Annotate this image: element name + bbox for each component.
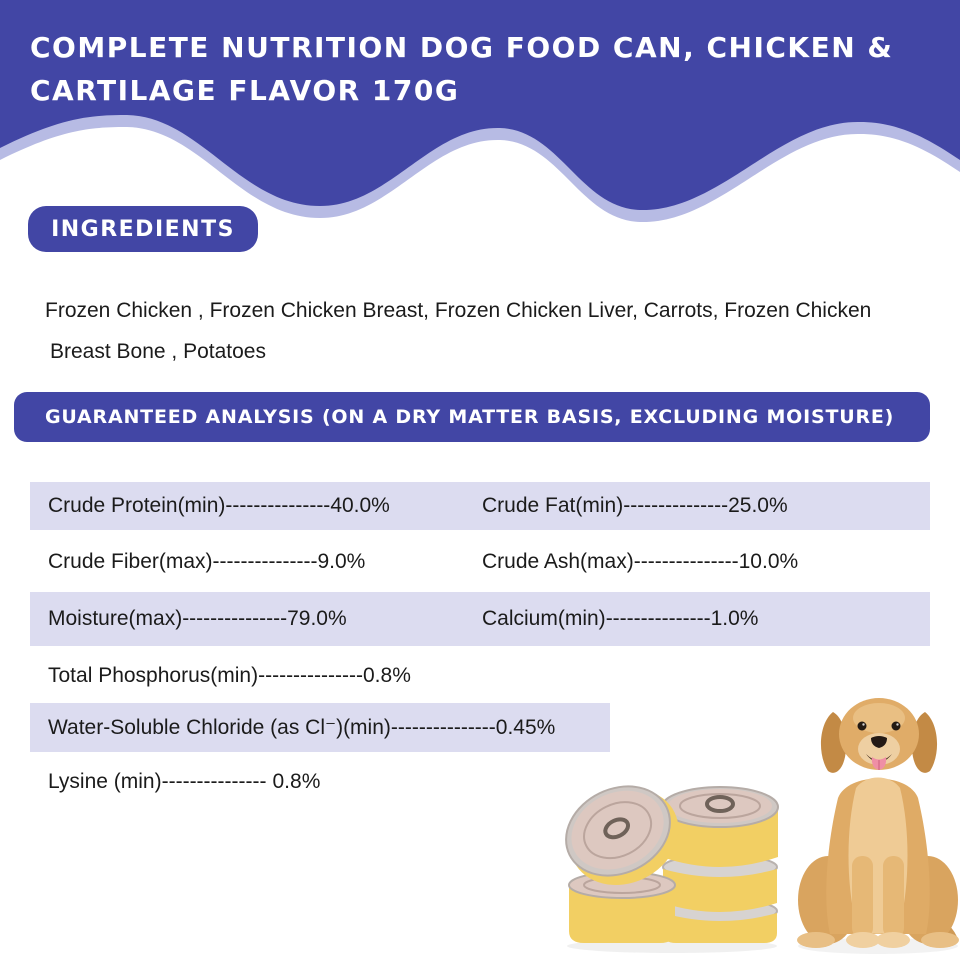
analysis-row: Lysine (min)--------------- 0.8% — [30, 758, 610, 806]
analysis-cell: Water-Soluble Chloride (as Cl⁻)(min)----… — [48, 715, 555, 740]
nutrient-value: 10.0% — [738, 550, 799, 573]
analysis-cell: Crude Fat(min)---------------25.0% — [482, 494, 930, 518]
analysis-row: Moisture(max)---------------79.0% Calciu… — [30, 592, 930, 646]
nutrient-value: 79.0% — [287, 607, 347, 630]
analysis-row: Crude Protein(min)---------------40.0% C… — [30, 482, 930, 530]
nutrient-value: 0.8% — [272, 770, 321, 793]
nutrient-value: 25.0% — [728, 494, 788, 517]
analysis-cell: Crude Protein(min)---------------40.0% — [48, 494, 482, 518]
nutrient-label: Crude Fiber(max) — [48, 550, 213, 573]
ingredients-heading-badge: INGREDIENTS — [28, 206, 258, 252]
ingredients-list: Frozen Chicken , Frozen Chicken Breast, … — [45, 290, 945, 372]
analysis-cell: Moisture(max)---------------79.0% — [48, 607, 482, 631]
dog-food-cans-image — [565, 785, 779, 953]
dash-separator: --------------- — [258, 664, 363, 687]
nutrient-value: 0.45% — [495, 716, 556, 739]
nutrient-label: Lysine (min) — [48, 770, 162, 793]
nutrient-label: Crude Protein(min) — [48, 494, 226, 517]
nutrient-label: Calcium(min) — [482, 607, 606, 630]
analysis-cell: Total Phosphorus(min)---------------0.8% — [48, 664, 482, 688]
guaranteed-analysis-heading-label: GUARANTEED ANALYSIS (ON A DRY MATTER BAS… — [45, 406, 895, 428]
analysis-cell: Calcium(min)---------------1.0% — [482, 607, 930, 631]
ingredients-line-1: Frozen Chicken , Frozen Chicken Breast, … — [45, 299, 872, 322]
dash-separator: --------------- — [623, 494, 729, 517]
page-title-line-2: CARTILAGE FLAVOR 170G — [30, 74, 460, 107]
ingredients-line-2: Breast Bone , Potatoes — [50, 340, 266, 363]
nutrient-label: Moisture(max) — [48, 607, 183, 630]
nutrient-value: 40.0% — [330, 494, 390, 517]
ingredients-heading-label: INGREDIENTS — [51, 216, 235, 242]
dash-separator: --------------- — [182, 607, 288, 630]
nutrient-label: Total Phosphorus(min) — [48, 664, 259, 687]
header-wave-banner — [0, 0, 960, 223]
analysis-row: Water-Soluble Chloride (as Cl⁻)(min)----… — [30, 703, 610, 752]
analysis-cell: Crude Ash(max)---------------10.0% — [482, 550, 930, 574]
analysis-cell: Lysine (min)--------------- 0.8% — [48, 770, 320, 794]
nutrient-label: Crude Ash(max) — [482, 550, 634, 573]
analysis-row: Total Phosphorus(min)---------------0.8% — [30, 652, 930, 700]
wave-blue-shape — [0, 0, 960, 211]
nutrient-label: Crude Fat(min) — [482, 494, 624, 517]
guaranteed-analysis-heading-banner: GUARANTEED ANALYSIS (ON A DRY MATTER BAS… — [14, 392, 930, 442]
dash-separator: --------------- — [633, 550, 739, 573]
dash-separator: --------------- — [605, 607, 711, 630]
nutrient-value: 0.8% — [363, 664, 411, 687]
page-title-line-1: COMPLETE NUTRITION DOG FOOD CAN, CHICKEN… — [30, 31, 894, 64]
dash-separator: --------------- — [225, 494, 331, 517]
golden-retriever-image — [797, 698, 959, 954]
analysis-row: Crude Fiber(max)---------------9.0% Crud… — [30, 538, 930, 586]
dash-separator: --------------- — [161, 770, 267, 793]
nutrient-value: 9.0% — [317, 550, 366, 573]
analysis-cell: Crude Fiber(max)---------------9.0% — [48, 550, 482, 574]
page-title: COMPLETE NUTRITION DOG FOOD CAN, CHICKEN… — [30, 26, 920, 112]
nutrient-label: Water-Soluble Chloride (as Cl⁻)(min) — [48, 716, 391, 739]
dash-separator: --------------- — [212, 550, 318, 573]
dash-separator: --------------- — [390, 716, 496, 739]
nutrient-value: 1.0% — [710, 607, 759, 630]
